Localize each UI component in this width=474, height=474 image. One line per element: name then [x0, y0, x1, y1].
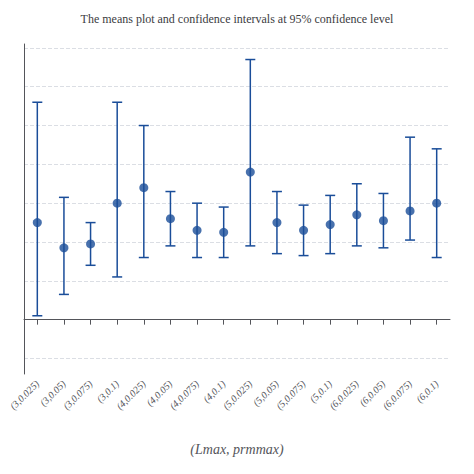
- svg-text:(3,0.05): (3,0.05): [37, 378, 68, 409]
- svg-text:(4,0.025): (4,0.025): [114, 378, 149, 413]
- svg-text:(6,0.05): (6,0.05): [357, 378, 388, 409]
- svg-text:(6,0.075): (6,0.075): [380, 378, 415, 413]
- svg-text:(5,0.075): (5,0.075): [274, 378, 309, 413]
- svg-text:(5,0.025): (5,0.025): [221, 378, 256, 413]
- svg-text:(4,0.075): (4,0.075): [167, 378, 202, 413]
- svg-text:(6,0.025): (6,0.025): [327, 378, 362, 413]
- svg-text:(3,0.025): (3,0.025): [8, 378, 43, 413]
- svg-text:(3,0.1): (3,0.1): [94, 378, 122, 405]
- svg-text:(6,0.1): (6,0.1): [414, 378, 442, 406]
- svg-text:(5,0.05): (5,0.05): [250, 378, 281, 409]
- svg-text:(Lmax, prmmax): (Lmax, prmmax): [190, 442, 284, 458]
- svg-text:(4,0.1): (4,0.1): [201, 378, 228, 405]
- svg-text:(4,0.05): (4,0.05): [144, 378, 175, 409]
- svg-text:(3,0.075): (3,0.075): [61, 378, 96, 413]
- svg-text:(5,0.1): (5,0.1): [307, 378, 335, 405]
- svg-text:The means plot and confidence: The means plot and confidence intervals …: [81, 12, 395, 26]
